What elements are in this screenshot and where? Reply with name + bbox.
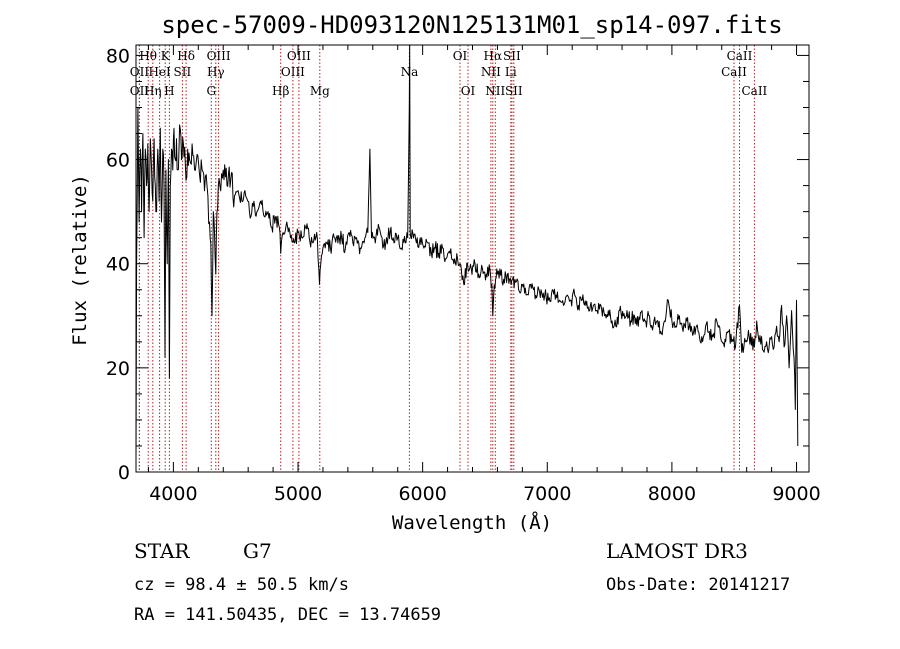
line-marker-label: Hγ: [207, 65, 225, 79]
line-marker-labels: OIIOIIHθHηHeIKHSIIHδGHγOIIIHβOIIIOIIIMgN…: [130, 49, 768, 98]
line-marker-label: NII: [485, 84, 505, 98]
object-subclass: G7: [243, 539, 272, 563]
line-marker-label: CaII: [721, 65, 747, 79]
line-marker-label: SII: [503, 49, 521, 63]
line-marker-label: NII: [481, 65, 501, 79]
axis-ticks: [136, 45, 809, 473]
chart-title: spec-57009-HD093120N125131M01_sp14-097.f…: [161, 11, 782, 39]
line-marker-label: Hβ: [272, 84, 289, 98]
line-marker-label: Hθ: [139, 49, 157, 63]
x-tick-label: 6000: [398, 483, 446, 505]
x-tick-label: 5000: [274, 483, 322, 505]
line-marker-label: HeI: [148, 65, 171, 79]
x-tick-label: 7000: [523, 483, 571, 505]
line-markers: [138, 45, 755, 472]
y-tick-label: 20: [106, 358, 130, 380]
line-marker-label: SII: [505, 84, 523, 98]
x-tick-label: 9000: [772, 483, 820, 505]
line-marker-label: CaII: [741, 84, 767, 98]
obs-date: Obs-Date: 20141217: [606, 575, 790, 595]
line-marker-label: OIII: [287, 49, 311, 63]
line-marker-label: OII: [130, 84, 150, 98]
line-marker-label: Hη: [144, 84, 162, 98]
line-marker-label: H: [164, 84, 174, 98]
line-marker-label: SII: [174, 65, 192, 79]
line-marker-label: OI: [453, 49, 468, 63]
line-marker-label: K: [161, 49, 171, 63]
y-tick-label: 60: [106, 150, 130, 172]
series-group: [135, 44, 799, 462]
x-tick-label: 4000: [149, 483, 197, 505]
x-tick-label: 8000: [648, 483, 696, 505]
coordinates: RA = 141.50435, DEC = 13.74659: [134, 605, 441, 625]
y-axis-label: Flux (relative): [69, 174, 91, 346]
spectrum-line: [135, 44, 799, 462]
plot-frame: [135, 44, 810, 473]
line-marker-label: OIII: [281, 65, 305, 79]
line-marker-label: OIII: [207, 49, 231, 63]
line-marker-label: Mg: [310, 84, 330, 98]
line-marker-label: OII: [130, 65, 150, 79]
y-tick-label: 40: [106, 254, 130, 276]
y-tick-label: 0: [118, 462, 130, 484]
axis-tick-labels: 4000 5000 6000 7000 8000 9000 0 20 40 60 80: [106, 45, 821, 505]
survey-name: LAMOST DR3: [606, 539, 748, 563]
object-class: STAR: [134, 539, 190, 563]
line-marker-label: OI: [461, 84, 476, 98]
y-tick-label: 80: [106, 45, 130, 67]
line-marker-label: G: [207, 84, 217, 98]
redshift-info: cz = 98.4 ± 50.5 km/s: [134, 575, 349, 595]
line-marker-label: Hα: [484, 49, 503, 63]
line-marker-label: Li: [505, 65, 517, 79]
line-marker-label: Hδ: [177, 49, 195, 63]
x-axis-label: Wavelength (Å): [392, 511, 552, 534]
line-marker-label: CaII: [727, 49, 753, 63]
